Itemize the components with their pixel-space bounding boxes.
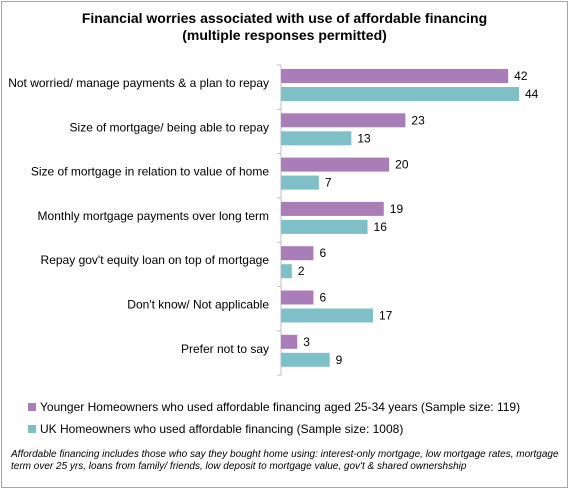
bar-younger [281, 157, 390, 172]
category-label: Don't know/ Not applicable [127, 298, 269, 312]
chart-title: Financial worries associated with use of… [81, 10, 488, 26]
bar-younger [281, 246, 314, 261]
legend-label-younger: Younger Homeowners who used affordable f… [40, 400, 521, 414]
bar-younger [281, 201, 384, 216]
bar-uk [281, 308, 373, 323]
bar-uk [281, 264, 292, 279]
category-label: Size of mortgage in relation to value of… [31, 165, 269, 179]
data-label: 17 [379, 309, 393, 323]
bar-younger [281, 113, 406, 128]
data-label: 6 [319, 246, 326, 260]
data-label: 2 [298, 264, 305, 278]
chart-subtitle: (multiple responses permitted) [182, 27, 387, 43]
data-label: 42 [514, 69, 528, 83]
category-label: Prefer not to say [181, 342, 269, 356]
chart-title-block: Financial worries associated with use of… [0, 10, 569, 44]
data-label: 7 [325, 176, 332, 190]
bar-uk [281, 352, 330, 367]
data-label: 6 [319, 291, 326, 305]
data-label: 20 [395, 158, 409, 172]
category-label: Not worried/ manage payments & a plan to… [8, 76, 269, 90]
legend-swatch-younger [28, 403, 36, 411]
data-label: 13 [357, 131, 371, 145]
legend-swatch-uk [28, 425, 36, 433]
legend-item-younger: Younger Homeowners who used affordable f… [28, 400, 520, 414]
bar-uk [281, 87, 519, 101]
category-label: Monthly mortgage payments over long term [38, 209, 269, 223]
data-label: 9 [336, 353, 343, 367]
category-label: Size of mortgage/ being able to repay [70, 120, 269, 134]
footnote: Affordable financing includes those who … [11, 449, 559, 472]
bar-younger [281, 69, 509, 83]
bar-younger [281, 334, 298, 349]
category-label: Repay gov't equity loan on top of mortga… [41, 253, 270, 267]
bar-uk [281, 175, 319, 190]
data-label: 23 [411, 113, 425, 127]
bar-uk [281, 131, 352, 146]
legend-label-uk: UK Homeowners who used affordable financ… [40, 422, 404, 436]
legend-item-uk: UK Homeowners who used affordable financ… [28, 422, 403, 436]
data-label: 3 [303, 335, 310, 349]
bar-uk [281, 219, 368, 234]
data-label: 19 [390, 202, 404, 216]
data-label: 44 [525, 87, 539, 101]
bar-younger [281, 290, 314, 305]
data-label: 16 [374, 220, 388, 234]
